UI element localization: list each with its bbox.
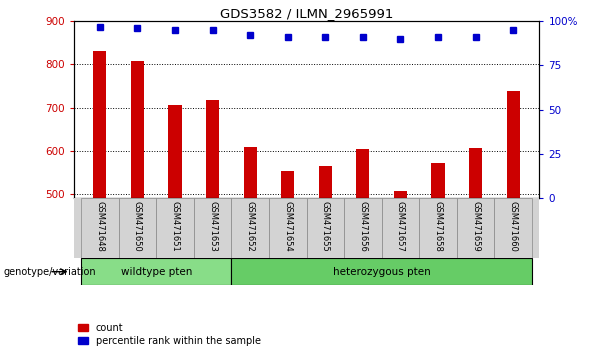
Bar bbox=[243, 147, 257, 198]
Text: GSM471658: GSM471658 bbox=[433, 201, 443, 252]
Bar bbox=[469, 148, 482, 198]
Bar bbox=[344, 198, 382, 258]
Bar bbox=[194, 198, 231, 258]
Text: GSM471652: GSM471652 bbox=[246, 201, 254, 252]
Bar bbox=[81, 198, 119, 258]
Bar bbox=[394, 191, 407, 198]
Text: GSM471655: GSM471655 bbox=[321, 201, 330, 252]
Text: GSM471648: GSM471648 bbox=[96, 201, 104, 252]
Text: GSM471659: GSM471659 bbox=[471, 201, 480, 252]
Text: genotype/variation: genotype/variation bbox=[3, 267, 96, 277]
Text: GSM471657: GSM471657 bbox=[396, 201, 405, 252]
Bar bbox=[432, 163, 444, 198]
Bar bbox=[281, 171, 294, 198]
Text: GSM471660: GSM471660 bbox=[509, 201, 517, 252]
Bar bbox=[131, 61, 144, 198]
Bar bbox=[119, 198, 156, 258]
Bar bbox=[506, 91, 520, 198]
Bar bbox=[419, 198, 457, 258]
Bar bbox=[156, 198, 194, 258]
Bar bbox=[457, 198, 494, 258]
Text: GSM471651: GSM471651 bbox=[170, 201, 180, 252]
Bar bbox=[93, 51, 107, 198]
Bar bbox=[269, 198, 306, 258]
Bar bbox=[382, 198, 419, 258]
Bar bbox=[494, 198, 532, 258]
Bar bbox=[169, 105, 181, 198]
Bar bbox=[319, 166, 332, 198]
Text: GSM471653: GSM471653 bbox=[208, 201, 217, 252]
Bar bbox=[231, 258, 532, 285]
Bar bbox=[231, 198, 269, 258]
Text: GSM471650: GSM471650 bbox=[133, 201, 142, 252]
Bar bbox=[356, 149, 370, 198]
Bar bbox=[81, 258, 231, 285]
Bar bbox=[306, 198, 344, 258]
Text: wildtype pten: wildtype pten bbox=[121, 267, 192, 277]
Title: GDS3582 / ILMN_2965991: GDS3582 / ILMN_2965991 bbox=[220, 7, 393, 20]
Bar bbox=[206, 100, 219, 198]
Text: GSM471654: GSM471654 bbox=[283, 201, 292, 252]
Legend: count, percentile rank within the sample: count, percentile rank within the sample bbox=[78, 323, 261, 346]
Text: GSM471656: GSM471656 bbox=[359, 201, 367, 252]
Text: heterozygous pten: heterozygous pten bbox=[333, 267, 430, 277]
